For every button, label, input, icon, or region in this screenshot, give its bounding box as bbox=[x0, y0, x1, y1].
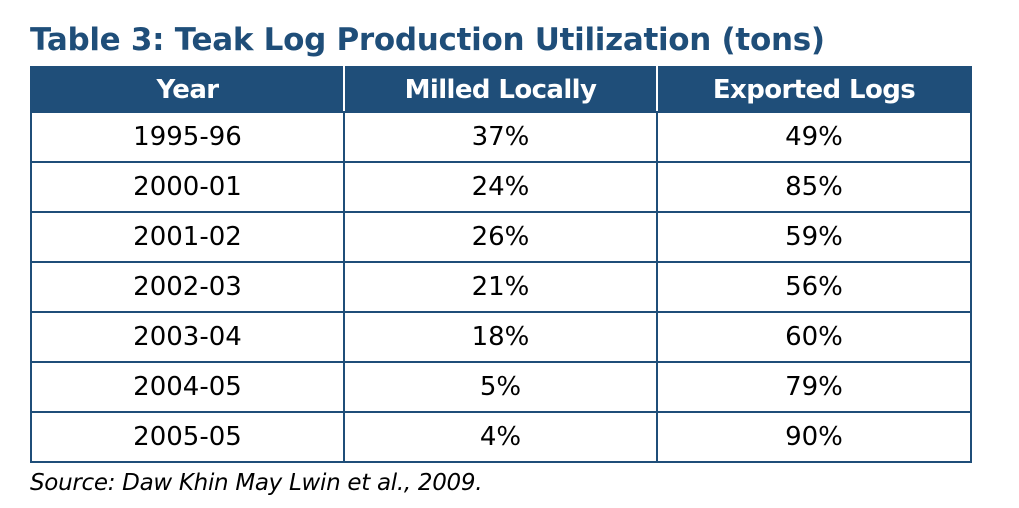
cell-exported-logs: 56% bbox=[656, 261, 972, 313]
column-header-year: Year bbox=[30, 66, 345, 113]
cell-year: 2002-03 bbox=[30, 261, 345, 313]
cell-milled-locally: 21% bbox=[343, 261, 658, 313]
cell-milled-locally: 18% bbox=[343, 311, 658, 363]
source-note: Source: Daw Khin May Lwin et al., 2009. bbox=[30, 470, 483, 496]
cell-year: 2000-01 bbox=[30, 161, 345, 213]
cell-year: 2003-04 bbox=[30, 311, 345, 363]
cell-exported-logs: 90% bbox=[656, 411, 972, 463]
cell-year: 2001-02 bbox=[30, 211, 345, 263]
cell-milled-locally: 5% bbox=[343, 361, 658, 413]
cell-exported-logs: 59% bbox=[656, 211, 972, 263]
cell-year: 2005-05 bbox=[30, 411, 345, 463]
cell-exported-logs: 79% bbox=[656, 361, 972, 413]
column-header-exported-logs: Exported Logs bbox=[656, 66, 972, 113]
table-row: 2003-04 18% 60% bbox=[30, 311, 972, 363]
cell-milled-locally: 37% bbox=[343, 111, 658, 163]
cell-exported-logs: 60% bbox=[656, 311, 972, 363]
cell-milled-locally: 4% bbox=[343, 411, 658, 463]
table-row: 2001-02 26% 59% bbox=[30, 211, 972, 263]
table-row: 2004-05 5% 79% bbox=[30, 361, 972, 413]
cell-milled-locally: 24% bbox=[343, 161, 658, 213]
cell-year: 1995-96 bbox=[30, 111, 345, 163]
table-title: Table 3: Teak Log Production Utilization… bbox=[30, 22, 825, 58]
table-row: 1995-96 37% 49% bbox=[30, 111, 972, 163]
cell-milled-locally: 26% bbox=[343, 211, 658, 263]
column-header-milled-locally: Milled Locally bbox=[343, 66, 658, 113]
cell-year: 2004-05 bbox=[30, 361, 345, 413]
header-row: Year Milled Locally Exported Logs bbox=[30, 66, 972, 113]
table-row: 2002-03 21% 56% bbox=[30, 261, 972, 313]
data-table: Year Milled Locally Exported Logs 1995-9… bbox=[30, 66, 972, 463]
table-row: 2005-05 4% 90% bbox=[30, 411, 972, 463]
cell-exported-logs: 85% bbox=[656, 161, 972, 213]
cell-exported-logs: 49% bbox=[656, 111, 972, 163]
table-row: 2000-01 24% 85% bbox=[30, 161, 972, 213]
